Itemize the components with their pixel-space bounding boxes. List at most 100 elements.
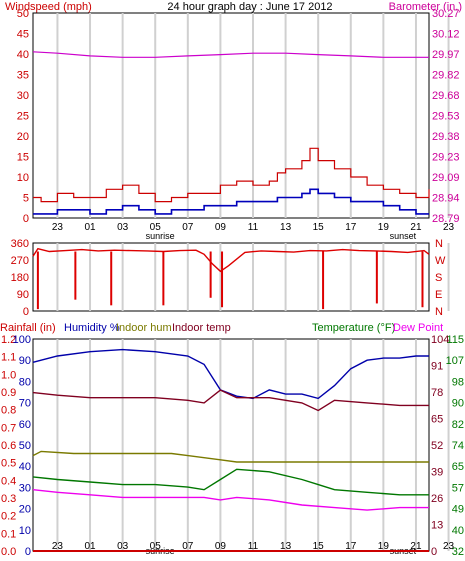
y-left-tick-label: 50 (17, 8, 29, 20)
y-temperature-tick-label: 65 (452, 461, 464, 473)
x-tick-label: 07 (182, 222, 194, 233)
y-temperature-tick-label: 74 (452, 440, 464, 452)
y-left-tick-label: 360 (11, 238, 29, 250)
x-tick-label: 13 (280, 222, 292, 233)
legend-right-label: Dew Point (393, 322, 443, 334)
series-line-4 (32, 489, 429, 511)
y-humidity-tick-label: 0 (25, 546, 31, 556)
y-right-tick-label: 29.38 (432, 131, 460, 143)
y-left-tick-label: 25 (17, 111, 29, 123)
x-tick-label: 15 (313, 541, 325, 552)
y-rain-tick-label: 1.0 (1, 369, 16, 381)
series-line-3 (32, 468, 429, 496)
x-tick-label: 21 (410, 222, 422, 233)
x-tick-label: 01 (84, 541, 96, 552)
x-tick-label: 19 (378, 541, 390, 552)
x-tick-label: 07 (182, 541, 194, 552)
x-tick-label: 17 (345, 541, 357, 552)
y-rain-tick-label: 0.1 (1, 528, 16, 540)
y-temperature-tick-label: 32 (452, 546, 464, 556)
y-temperature-tick-label: 57 (452, 482, 464, 494)
x-tick-label: 11 (248, 541, 259, 552)
y-humidity-tick-label: 60 (19, 419, 31, 431)
plot-frame (32, 242, 430, 312)
y-humidity-tick-label: 100 (13, 334, 31, 346)
legend-left-label: Indoor hum (116, 322, 172, 334)
y-temperature-tick-label: 82 (452, 419, 464, 431)
y-right-tick-label: 28.94 (432, 193, 460, 205)
y-rain-tick-label: 1.1 (1, 352, 16, 364)
x-tick-label: 17 (345, 222, 357, 233)
wind-direction-line (32, 247, 430, 273)
y-left-tick-label: 20 (17, 131, 29, 143)
y-rain-tick-label: 0.0 (1, 546, 16, 556)
y-rain-tick-label: 0.3 (1, 493, 16, 505)
x-tick-label: 23 (52, 541, 64, 552)
y-indoor-tick-label: 78 (431, 387, 443, 399)
chart-title: 24 hour graph day : June 17 2012 (167, 1, 332, 13)
panel-wind-barometer: 23 01 03 05 07 09 11 13 15 17 19 21 2305101520253035… (5, 1, 462, 241)
sunrise-label: sunrise (146, 231, 175, 241)
y-rain-tick-label: 0.9 (1, 387, 16, 399)
y-right-compass-label: N (435, 306, 443, 318)
y-right-tick-label: 29.53 (432, 111, 460, 123)
y-right-tick-label: 29.82 (432, 70, 460, 82)
x-tick-label: 21 (410, 541, 422, 552)
series-line-0 (32, 348, 429, 400)
x-tick-label: 01 (84, 222, 96, 233)
y-right-tick-label: 28.79 (432, 213, 460, 225)
y-left-axis-label: Windspeed (mph) (5, 1, 92, 13)
legend-left-label: Indoor temp (172, 322, 231, 334)
y-left-tick-label: 15 (17, 152, 29, 164)
legend-left-label: Rainfall (in) (0, 322, 56, 334)
plot-frame (32, 338, 430, 552)
y-indoor-tick-label: 104 (431, 334, 449, 346)
y-right-compass-label: S (435, 272, 442, 284)
y-temperature-tick-label: 115 (446, 334, 464, 346)
x-tick-label: 23 (443, 541, 455, 552)
y-right-tick-label: 29.68 (432, 90, 460, 102)
y-right-tick-label: 29.23 (432, 152, 460, 164)
x-tick-label: 03 (117, 222, 129, 233)
y-indoor-tick-label: 65 (431, 414, 443, 426)
y-right-compass-label: W (435, 255, 446, 267)
y-humidity-tick-label: 50 (19, 440, 31, 452)
x-tick-label: 23 (443, 222, 455, 233)
y-indoor-tick-label: 0 (431, 546, 437, 556)
y-left-tick-label: 10 (17, 172, 29, 184)
y-temperature-tick-label: 98 (452, 376, 464, 388)
y-right-tick-label: 30.27 (432, 8, 460, 20)
y-humidity-tick-label: 80 (19, 376, 31, 388)
y-left-tick-label: 0 (23, 213, 29, 225)
series-line-0 (33, 147, 430, 203)
y-right-compass-label: N (435, 238, 443, 250)
legend-left-label: Humidity % (64, 322, 120, 334)
series-line-2 (32, 51, 429, 58)
y-rain-tick-label: 0.8 (1, 405, 16, 417)
x-tick-label: 15 (313, 222, 325, 233)
y-rain-tick-label: 0.5 (1, 458, 16, 470)
x-tick-label: 09 (215, 541, 227, 552)
y-temperature-tick-label: 90 (452, 398, 464, 410)
y-rain-tick-label: 1.2 (1, 334, 16, 346)
x-tick-label: 11 (248, 222, 259, 233)
y-left-tick-label: 40 (17, 49, 29, 61)
y-left-tick-label: 5 (23, 193, 29, 205)
y-humidity-tick-label: 40 (19, 461, 31, 473)
x-tick-label: 05 (150, 222, 162, 233)
y-humidity-tick-label: 70 (19, 398, 31, 410)
y-left-tick-label: 90 (17, 289, 29, 301)
y-humidity-tick-label: 30 (19, 482, 31, 494)
legend-right-label: Temperature (°F) (312, 322, 395, 334)
y-indoor-tick-label: 26 (431, 493, 443, 505)
x-tick-label: 23 (52, 222, 64, 233)
y-indoor-tick-label: 52 (431, 440, 443, 452)
y-humidity-tick-label: 90 (19, 355, 31, 367)
series-line-2 (32, 389, 429, 412)
y-temperature-tick-label: 107 (446, 355, 464, 367)
y-left-tick-label: 270 (11, 255, 29, 267)
x-tick-label: 05 (150, 541, 162, 552)
y-right-tick-label: 29.09 (432, 172, 460, 184)
x-tick-label: 13 (280, 541, 292, 552)
